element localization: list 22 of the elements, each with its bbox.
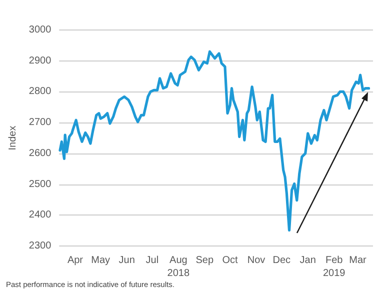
x-tick-label: Jun xyxy=(118,255,135,266)
y-tick-label: 2700 xyxy=(28,117,52,128)
y-tick-label: 2500 xyxy=(28,178,52,190)
y-tick-label: 2300 xyxy=(28,240,52,252)
y-tick-label: 2800 xyxy=(28,86,52,98)
y-tick-label: 2900 xyxy=(28,55,52,66)
x-tick-label: Oct xyxy=(222,255,238,266)
y-axis-title: Index xyxy=(8,126,18,150)
line-series xyxy=(58,50,370,232)
x-tick-label: Sep xyxy=(196,255,214,266)
x-tick-label: Jan xyxy=(300,255,316,266)
x-tick-label: Nov xyxy=(247,255,266,266)
x-tick-label: Dec xyxy=(272,255,291,266)
x-tick-label: Jul xyxy=(146,255,159,266)
y-tick-label: 3000 xyxy=(28,24,52,36)
x-tick-label: Apr xyxy=(67,255,84,266)
x-tick-label: May xyxy=(91,255,110,266)
x-tick-label: Aug 2018 xyxy=(167,255,190,279)
y-tick-label: 2600 xyxy=(28,148,52,159)
y-tick-label: 2400 xyxy=(28,210,52,221)
x-tick-label: Mar xyxy=(349,255,368,266)
x-tick-label: Feb 2019 xyxy=(322,255,346,279)
